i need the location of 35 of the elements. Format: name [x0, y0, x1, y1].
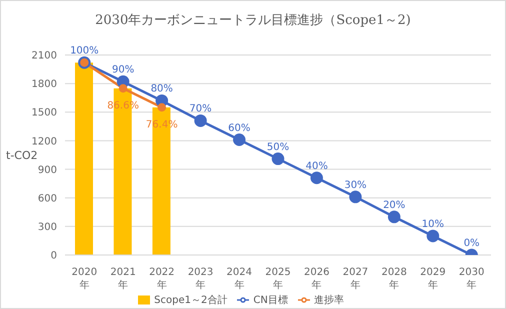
annotation: 50% — [266, 142, 290, 153]
y-tick-label: 900 — [38, 164, 57, 176]
legend-label: Scope1～2合計 — [154, 295, 228, 306]
y-tick-label: 600 — [38, 193, 57, 204]
x-tick-label: 2024年 — [226, 267, 252, 291]
legend-label: 進捗率 — [314, 295, 344, 306]
x-tick-label: 2028年 — [381, 267, 407, 291]
x-tick-label: 2021年 — [110, 267, 136, 291]
x-tick-label: 2025年 — [265, 267, 291, 291]
x-tick-label: 2026年 — [304, 267, 330, 291]
annotation: 20% — [383, 200, 406, 211]
x-tick-label: 2022年 — [149, 267, 175, 291]
y-axis-title: t-CO2 — [6, 148, 38, 162]
x-tick-label: 2029年 — [420, 267, 446, 291]
annotation: 40% — [306, 160, 328, 172]
y-tick-label: 1500 — [32, 108, 57, 119]
annotation: 80% — [150, 84, 173, 95]
y-tick-label: 1800 — [32, 79, 57, 90]
y-tick-label: 1200 — [32, 136, 57, 148]
x-tick-label: 2023年 — [188, 267, 214, 291]
y-tick-label: 2100 — [32, 50, 57, 62]
annotation: 30% — [344, 180, 367, 191]
x-tick-label: 2027年 — [342, 267, 368, 291]
x-tick-label: 2020年 — [72, 267, 98, 291]
annotation: 10% — [422, 218, 444, 230]
annotation: 60% — [228, 122, 250, 134]
y-tick-label: 0 — [50, 250, 57, 262]
annotation: 70% — [189, 104, 212, 115]
y-tick-label: 300 — [38, 222, 57, 233]
x-tick-label: 2030年 — [458, 267, 484, 291]
annotation: 90% — [112, 64, 134, 76]
chart-title: 2030年カーボンニュートラル目標進捗（Scope1～2) — [94, 12, 412, 30]
annotation: 0% — [464, 238, 480, 249]
annotation: 100% — [70, 46, 99, 57]
legend-label: CN目標 — [253, 295, 288, 306]
